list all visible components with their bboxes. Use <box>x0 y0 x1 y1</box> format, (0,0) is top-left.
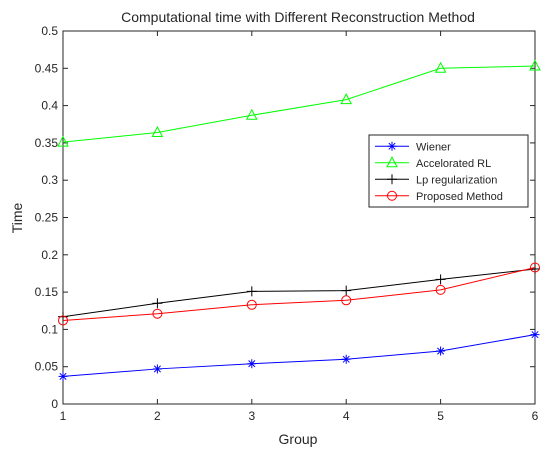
legend-label: Accelorated RL <box>416 158 491 170</box>
data-point <box>152 308 163 319</box>
series-line-0 <box>62 334 536 377</box>
y-axis-label: Time <box>9 202 25 233</box>
legend-item: Proposed Method <box>375 190 503 203</box>
y-tick-label: 0.5 <box>41 24 58 38</box>
data-point <box>57 135 69 147</box>
legend-label: Wiener <box>416 141 451 153</box>
x-tick-label: 6 <box>532 409 539 423</box>
data-point <box>341 285 352 296</box>
y-tick-label: 0.4 <box>41 99 58 113</box>
data-point <box>152 298 163 309</box>
y-tick-label: 0.05 <box>35 360 59 374</box>
chart-title: Computational time with Different Recons… <box>121 9 475 25</box>
data-point <box>245 108 258 120</box>
data-point <box>435 284 446 295</box>
legend-item: Accelorated RL <box>375 156 491 170</box>
data-point <box>436 346 446 356</box>
y-tick-label: 0 <box>51 397 58 411</box>
data-point <box>341 354 351 364</box>
legend-marker <box>387 174 397 185</box>
data-point <box>529 59 541 71</box>
legend-box <box>368 134 529 208</box>
legend-marker <box>387 190 397 201</box>
data-point <box>247 359 257 369</box>
legend-label: Lp regularization <box>416 174 497 186</box>
x-tick-label: 4 <box>343 409 350 423</box>
data-point <box>58 315 68 326</box>
y-tick-label: 0.25 <box>35 211 59 225</box>
data-point <box>341 295 352 306</box>
legend-item: Lp regularization <box>375 174 497 186</box>
legend-marker <box>386 156 398 168</box>
data-point <box>151 125 164 137</box>
x-tick-label: 2 <box>154 409 161 423</box>
x-tick-label: 1 <box>60 409 67 423</box>
data-point <box>246 286 257 297</box>
axes: 1 2 3 4 5 6 0 0.05 0.1 0.15 0.2 0.25 0.3 0.35 0.4 0.45 0… <box>35 24 539 423</box>
y-tick-label: 0.1 <box>41 322 58 336</box>
legend-label: Proposed Method <box>416 191 503 203</box>
data-point <box>530 262 540 273</box>
data-point <box>435 274 446 285</box>
x-axis-label: Group <box>279 431 318 447</box>
x-tick-label: 5 <box>437 409 444 423</box>
data-point <box>152 364 162 374</box>
data-point <box>58 371 68 381</box>
legend-item: Wiener <box>375 141 451 153</box>
y-tick-label: 0.3 <box>41 173 58 187</box>
data-point <box>530 330 540 340</box>
y-tick-label: 0.45 <box>35 61 59 75</box>
series-line-1 <box>62 65 536 143</box>
legend-marker <box>387 141 397 151</box>
y-tick-label: 0.15 <box>35 285 59 299</box>
data-point <box>434 61 447 73</box>
series-line-3 <box>62 266 536 321</box>
legend: Wiener Accelorated RL Lp regularization Pro… <box>368 134 529 208</box>
x-tick-label: 3 <box>248 409 255 423</box>
series-line-2 <box>62 268 536 318</box>
series-group <box>57 59 541 381</box>
data-point <box>340 93 353 105</box>
data-point <box>246 299 257 310</box>
y-tick-label: 0.2 <box>41 248 58 262</box>
plot-area <box>62 30 536 405</box>
y-tick-label: 0.35 <box>35 136 59 150</box>
